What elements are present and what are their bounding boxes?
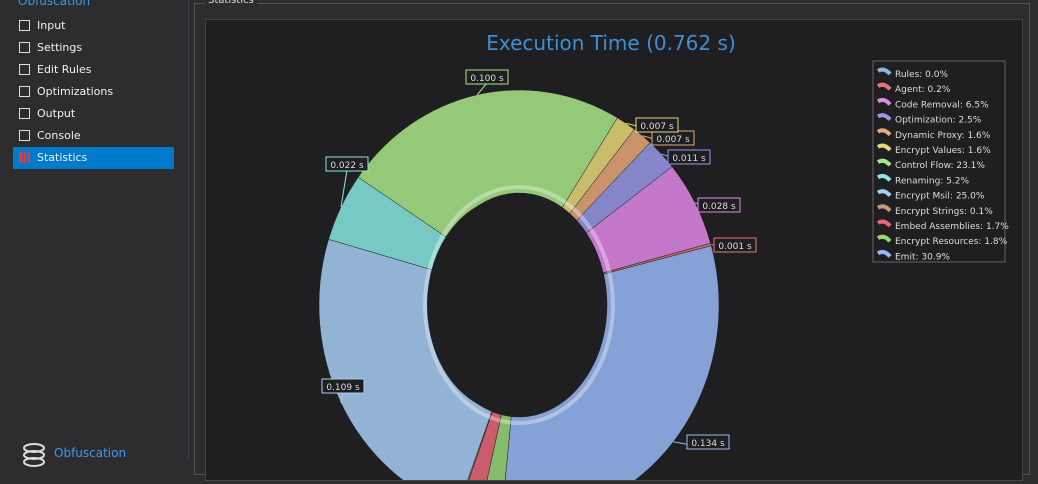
legend-swatch [876, 113, 892, 121]
legend-label: Optimization: 2.5% [895, 116, 982, 126]
nav-label: Console [37, 129, 81, 142]
data-label: 0.007 s [656, 135, 690, 145]
legend-swatch [876, 173, 892, 182]
legend-swatch [876, 204, 892, 213]
chart-title: Execution Time (0.762 s) [486, 31, 735, 55]
sidebar: Obfuscation Input Settings Edit Rules Optim… [0, 0, 189, 467]
legend-swatch [876, 249, 892, 258]
nav-label: Statistics [37, 151, 88, 164]
label-box [325, 156, 369, 172]
legend-label: Code Removal: 6.5% [895, 100, 989, 110]
legend-label: Control Flow: 23.1% [895, 161, 985, 171]
data-label: 0.022 s [330, 161, 364, 171]
label-box [697, 197, 741, 213]
nav-icon [19, 130, 30, 141]
sidebar-footer: Obfuscation [54, 446, 127, 460]
nav-item[interactable]: Console [13, 125, 174, 147]
label-box [667, 149, 711, 165]
label-box [686, 434, 730, 450]
nav-icon [19, 86, 30, 97]
nav-item[interactable]: Settings [13, 37, 174, 59]
legend-swatch [876, 158, 892, 167]
label-box [635, 117, 679, 133]
panel: Statistics Execution Time (0.762 s) 0.00… [190, 0, 1038, 484]
label-box [321, 378, 365, 394]
chart: Execution Time (0.762 s) 0.001 s 0.028 s 0… [318, 31, 1009, 484]
nav-label: Edit Rules [37, 63, 92, 76]
legend-swatch [876, 189, 892, 197]
nav-label: Output [37, 107, 76, 120]
nav-label: Optimizations [37, 85, 114, 98]
data-label: 0.134 s [691, 439, 725, 449]
slice [504, 245, 720, 484]
footer-icon [23, 443, 45, 467]
inner-rim [423, 185, 615, 425]
nav-icon [19, 42, 30, 53]
chart-area: Execution Time (0.762 s) 0.001 s 0.028 s 0… [205, 19, 1023, 484]
legend-box [872, 60, 1006, 263]
legend-swatch [876, 219, 892, 228]
nav-icon [19, 20, 30, 31]
nav-icon [19, 152, 30, 163]
legend-label: Encrypt Msil: 25.0% [895, 192, 985, 202]
slice [357, 89, 618, 239]
group-box: Statistics Execution Time (0.762 s) 0.00… [194, 0, 1030, 484]
data-label: 0.001 s [718, 242, 752, 252]
nav-item[interactable]: Input [13, 15, 174, 37]
legend-swatch [876, 234, 892, 243]
panel-title: Statistics [205, 0, 257, 6]
label-box [713, 237, 757, 253]
legend-swatch [876, 97, 892, 106]
nav-icon [19, 108, 30, 119]
nav-item[interactable]: Optimizations [13, 81, 174, 103]
label-box [465, 69, 509, 85]
legend-label: Embed Assemblies: 1.7% [895, 222, 1009, 232]
legend-swatch [876, 67, 892, 76]
legend-label: Agent: 0.2% [895, 85, 951, 95]
nav-item[interactable]: Output [13, 103, 174, 125]
label-leader [340, 169, 348, 208]
data-label: 0.028 s [702, 202, 736, 212]
legend-label: Dynamic Proxy: 1.6% [895, 131, 991, 141]
legend-swatch [876, 128, 892, 137]
label-leader [340, 391, 344, 404]
legend-label: Emit: 30.9% [895, 252, 950, 262]
data-label: 0.007 s [640, 122, 674, 132]
data-label: 0.100 s [470, 74, 504, 84]
legend-swatch [876, 82, 892, 91]
nav-item[interactable]: Statistics [13, 147, 174, 169]
nav-label: Settings [37, 41, 83, 54]
legend-label: Encrypt Strings: 0.1% [895, 207, 993, 217]
nav-item[interactable]: Edit Rules [13, 59, 174, 81]
label-leader [476, 82, 488, 96]
sidebar-title: Obfuscation [18, 0, 91, 8]
legend-swatch [876, 143, 892, 152]
nav-label: Input [37, 19, 66, 32]
hole [427, 197, 595, 413]
legend-label: Renaming: 5.2% [895, 176, 969, 186]
data-label: 0.109 s [326, 383, 360, 393]
legend-label: Rules: 0.0% [895, 70, 948, 80]
data-label: 0.011 s [672, 154, 706, 164]
nav-icon [19, 64, 30, 75]
legend-label: Encrypt Values: 1.6% [895, 146, 991, 156]
legend-label: Encrypt Resources: 1.8% [895, 237, 1008, 247]
